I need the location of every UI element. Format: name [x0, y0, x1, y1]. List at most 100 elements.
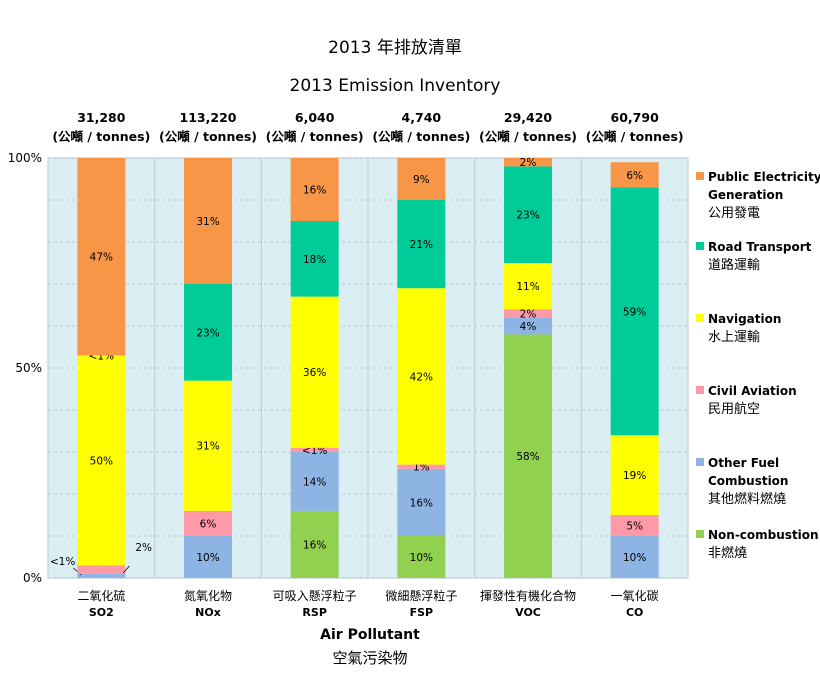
data-label: <1% — [302, 445, 327, 457]
x-axis-label: Air Pollutant — [320, 627, 420, 643]
x-tick-label-zh: 可吸入懸浮粒子 — [273, 588, 357, 603]
data-label: 2% — [135, 542, 152, 554]
data-label: 21% — [410, 239, 433, 251]
legend-swatch — [696, 458, 704, 466]
data-label: 4% — [520, 321, 537, 333]
bar-segment — [184, 536, 232, 578]
x-tick-label-zh: 微細懸浮粒子 — [385, 588, 457, 603]
bar-segment — [610, 162, 659, 188]
data-label: 2% — [520, 308, 537, 320]
bar-segment — [397, 288, 446, 465]
legend-label: Other Fuel — [708, 456, 779, 470]
category-total: 29,420 — [504, 110, 553, 125]
x-axis-label-zh: 空氣污染物 — [332, 649, 407, 667]
data-label: 6% — [626, 170, 643, 182]
bar-segment — [397, 536, 446, 578]
data-label: 42% — [410, 371, 433, 383]
bar-segment — [504, 317, 552, 335]
bar-segment — [184, 284, 232, 381]
category-total: 113,220 — [180, 110, 237, 125]
data-label: 31% — [196, 216, 219, 228]
legend-swatch — [696, 386, 704, 394]
category-total: 6,040 — [295, 110, 335, 125]
data-label: 50% — [90, 455, 113, 467]
legend-swatch — [696, 530, 704, 538]
bar-segment — [397, 468, 446, 536]
bar-segment — [290, 447, 339, 452]
data-label: 23% — [516, 210, 539, 222]
category-unit: (公噸 / tonnes) — [479, 129, 577, 144]
x-tick-label-zh: 一氧化碳 — [611, 589, 659, 603]
data-label: 16% — [410, 497, 433, 509]
data-label: 59% — [623, 306, 646, 318]
category-unit: (公噸 / tonnes) — [266, 129, 364, 144]
category-total: 31,280 — [77, 110, 126, 125]
bar-segment — [77, 565, 126, 574]
x-tick-label: SO2 — [89, 606, 114, 619]
data-label: 10% — [196, 552, 219, 564]
bar-segment — [290, 221, 339, 297]
category-total: 60,790 — [611, 110, 660, 125]
legend-label: Generation — [708, 188, 783, 202]
legend-swatch — [696, 172, 704, 180]
bar-segment — [290, 452, 339, 511]
legend-label: Combustion — [708, 474, 788, 488]
data-label: 31% — [196, 441, 219, 453]
category-unit: (公噸 / tonnes) — [372, 129, 470, 144]
data-label: 11% — [516, 281, 539, 293]
bar-segment — [77, 355, 126, 566]
bar-segment — [610, 187, 659, 436]
bar-segment — [397, 200, 446, 289]
data-label: 10% — [410, 552, 433, 564]
data-label: 16% — [303, 185, 326, 197]
x-tick-label: CO — [626, 606, 643, 619]
data-label: 23% — [196, 327, 219, 339]
bar-segment — [504, 309, 552, 318]
x-tick-label-zh: 二氧化硫 — [77, 588, 125, 603]
legend-label: Civil Aviation — [708, 384, 797, 398]
legend-label-zh: 非燃燒 — [708, 545, 747, 561]
bar-segment — [290, 510, 339, 578]
bar-segment — [397, 464, 446, 469]
bar-segment — [397, 158, 446, 200]
bar-segment — [184, 380, 232, 511]
x-tick-label: FSP — [410, 606, 434, 619]
data-label: 14% — [303, 476, 326, 488]
x-tick-label: NOx — [195, 606, 221, 619]
data-label: 10% — [623, 552, 646, 564]
legend-label: Navigation — [708, 312, 781, 326]
data-label: 9% — [413, 174, 430, 186]
x-tick-label: RSP — [302, 606, 326, 619]
data-label: 18% — [303, 254, 326, 266]
bar-segment — [184, 158, 232, 284]
chart-subtitle: 2013 Emission Inventory — [290, 76, 501, 96]
legend-label-zh: 民用航空 — [708, 401, 760, 417]
bar-segment — [184, 510, 232, 536]
data-label: 2% — [520, 157, 537, 169]
callout-line — [123, 565, 130, 574]
category-unit: (公噸 / tonnes) — [159, 129, 257, 144]
legend-label-zh: 道路運輸 — [708, 257, 760, 273]
data-label: 58% — [516, 451, 539, 463]
x-tick-label: VOC — [515, 606, 541, 619]
data-label: <1% — [50, 556, 75, 568]
data-label: 5% — [626, 521, 643, 533]
legend-label-zh: 其他燃料燃燒 — [708, 491, 786, 507]
x-tick-label-zh: 揮發性有機化合物 — [480, 588, 576, 603]
bar-segment — [610, 515, 659, 536]
legend-label-zh: 水上運輸 — [708, 330, 760, 345]
data-label: 6% — [200, 518, 217, 530]
y-tick-label: 50% — [15, 361, 42, 375]
legend-label: Public Electricity — [708, 170, 820, 184]
bar-segment — [504, 334, 552, 578]
legend-swatch — [696, 314, 704, 322]
bar-segment — [77, 573, 126, 578]
legend-label-zh: 公用發電 — [708, 206, 760, 221]
bar-segment — [610, 435, 659, 515]
bar-segment — [290, 296, 339, 448]
legend-label: Non-combustion — [708, 528, 819, 542]
bar-segment — [504, 263, 552, 310]
data-label: 16% — [303, 539, 326, 551]
